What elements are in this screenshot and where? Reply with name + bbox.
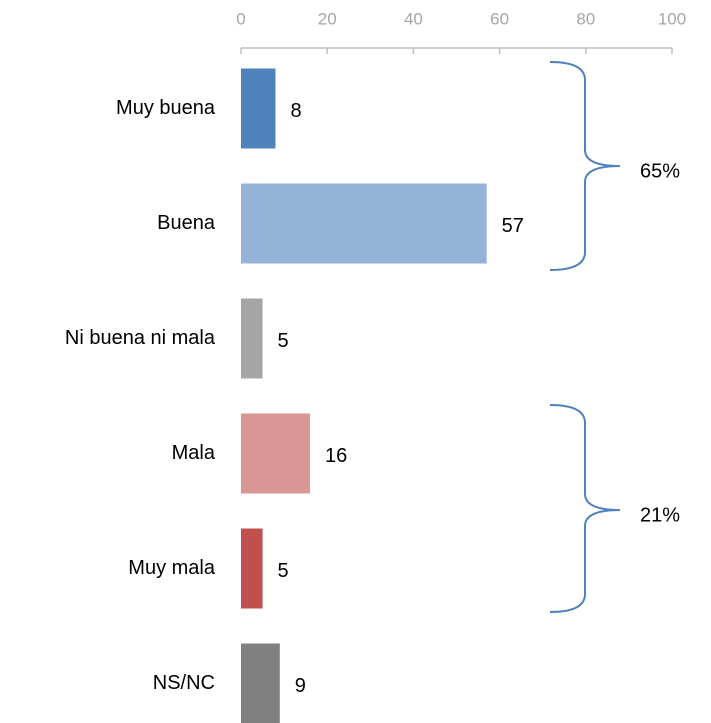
y-tick-label: Buena	[157, 212, 216, 234]
data-label: 57	[502, 215, 524, 237]
x-tick-label: 40	[404, 9, 423, 28]
y-tick-label: NS/NC	[153, 672, 215, 694]
x-tick-label: 20	[318, 9, 337, 28]
y-tick-label: Muy mala	[128, 557, 216, 579]
data-label: 9	[295, 675, 306, 697]
x-tick-label: 0	[236, 9, 245, 28]
data-label: 5	[278, 560, 289, 582]
bar	[241, 298, 263, 379]
bar	[241, 643, 280, 723]
x-tick-label: 100	[658, 9, 686, 28]
brace	[549, 61, 621, 271]
bar	[241, 413, 310, 494]
data-label: 8	[290, 100, 301, 122]
x-tick-label: 80	[576, 9, 595, 28]
y-tick-label: Mala	[172, 442, 216, 464]
data-label: 16	[325, 445, 347, 467]
y-tick-label: Ni buena ni mala	[65, 327, 216, 349]
bar	[241, 528, 263, 609]
x-tick-label: 60	[490, 9, 509, 28]
annotation: 65%	[640, 160, 680, 182]
brace	[549, 404, 621, 613]
y-tick-label: Muy buena	[116, 97, 216, 119]
bar	[241, 183, 487, 264]
annotation: 21%	[640, 504, 680, 526]
bar	[241, 68, 276, 149]
data-label: 5	[278, 330, 289, 352]
